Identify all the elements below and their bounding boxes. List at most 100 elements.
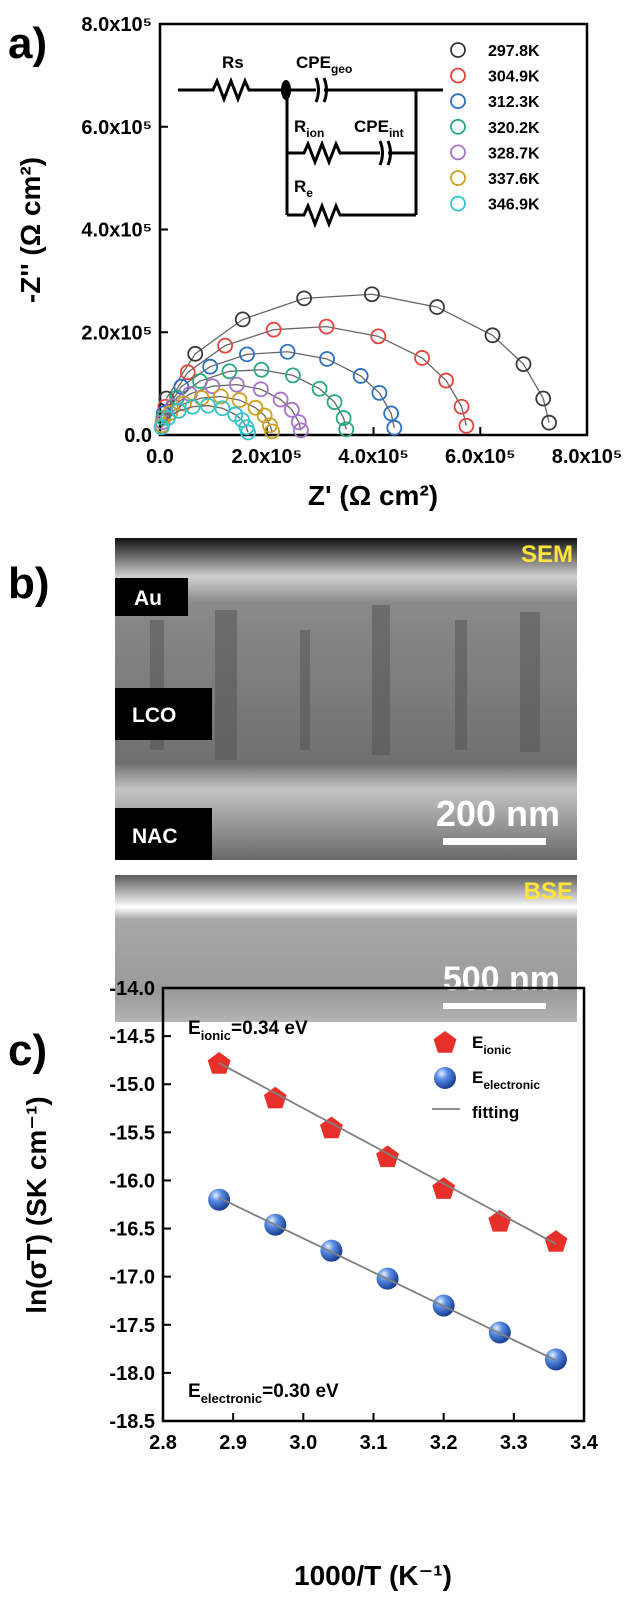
label-main: E bbox=[472, 1033, 483, 1052]
label-main: Rs bbox=[222, 53, 244, 72]
legend-marker bbox=[450, 93, 466, 110]
y-tick-label: -18.5 bbox=[109, 1411, 155, 1433]
data-point bbox=[252, 381, 269, 398]
data-point bbox=[320, 1239, 343, 1262]
legend-label: 337.6K bbox=[488, 171, 540, 188]
label-main: E bbox=[472, 1068, 483, 1087]
data-point bbox=[240, 424, 256, 441]
circuit-wire bbox=[178, 76, 443, 104]
x-tick-label: 0.0 bbox=[146, 446, 174, 468]
legend-label: 297.8K bbox=[488, 43, 540, 60]
data-point bbox=[247, 399, 264, 416]
legend-marker bbox=[433, 1031, 457, 1053]
x-tick-label: 3.1 bbox=[360, 1432, 388, 1454]
legend-label: 346.9K bbox=[488, 197, 540, 214]
data-point bbox=[335, 410, 352, 426]
label-rest: =0.30 eV bbox=[262, 1381, 339, 1402]
y-tick-label: -16.5 bbox=[109, 1219, 155, 1241]
legend-marker bbox=[450, 67, 466, 84]
x-tick-label: 6.0x10⁵ bbox=[445, 446, 516, 468]
circuit-label: Rion bbox=[294, 117, 324, 140]
label-main: CPE bbox=[354, 117, 389, 136]
data-point bbox=[221, 363, 238, 380]
legend-label: 312.3K bbox=[488, 94, 540, 111]
data-point bbox=[386, 419, 403, 436]
x-tick-label: 3.0 bbox=[289, 1432, 317, 1454]
data-point bbox=[265, 321, 282, 338]
circuit-label: CPEint bbox=[354, 117, 404, 140]
data-point bbox=[338, 421, 355, 438]
legend-marker bbox=[450, 144, 466, 161]
panel-label: a) bbox=[8, 19, 47, 68]
label-sub: electronic bbox=[201, 1391, 262, 1406]
x-tick-label: 8.0x10⁵ bbox=[552, 446, 623, 468]
data-point bbox=[458, 417, 475, 434]
x-tick-label: 2.8 bbox=[149, 1432, 177, 1454]
x-tick-label: 3.2 bbox=[430, 1432, 458, 1454]
data-point bbox=[160, 410, 176, 426]
data-point bbox=[187, 345, 204, 362]
label-main: CPE bbox=[296, 53, 331, 72]
x-axis-label: Z' (Ω cm²) bbox=[308, 480, 438, 511]
data-point bbox=[432, 1177, 456, 1199]
label: fitting bbox=[472, 1103, 519, 1122]
legend-label: 320.2K bbox=[488, 120, 540, 137]
y-tick-label: -15.5 bbox=[109, 1122, 155, 1144]
data-point bbox=[290, 414, 307, 431]
scale-bar bbox=[443, 838, 546, 845]
data-point bbox=[438, 372, 454, 389]
data-point bbox=[370, 328, 387, 345]
label: Eionic bbox=[472, 1033, 512, 1057]
data-point bbox=[170, 402, 187, 419]
circuit-wire bbox=[285, 90, 418, 229]
y-tick-label: 4.0x10⁵ bbox=[81, 220, 152, 242]
y-tick-label: -14.5 bbox=[109, 1026, 155, 1048]
label-main: E bbox=[188, 1018, 201, 1039]
label-box bbox=[115, 578, 188, 616]
data-point bbox=[285, 367, 301, 384]
label-main: R bbox=[294, 117, 306, 136]
circuit: Rs CPEgeo Rion CPEint Re bbox=[178, 53, 443, 229]
data-point bbox=[272, 391, 289, 408]
data-point bbox=[311, 380, 328, 397]
y-tick-label: -16.0 bbox=[109, 1170, 155, 1192]
label-rest: =0.34 eV bbox=[231, 1018, 308, 1039]
data-point bbox=[253, 361, 270, 378]
x-tick-label: 3.4 bbox=[570, 1432, 599, 1454]
data-point bbox=[296, 290, 313, 307]
data-point bbox=[484, 327, 501, 344]
data-point bbox=[214, 400, 231, 417]
data-point bbox=[414, 350, 430, 366]
layer-label: NAC bbox=[132, 825, 178, 848]
circuit-label: Rs bbox=[222, 53, 244, 72]
data-point bbox=[207, 1052, 231, 1074]
y-tick-label: -14.0 bbox=[109, 978, 155, 1000]
y-axis-label: -Z'' (Ω cm²) bbox=[15, 157, 46, 303]
data-point bbox=[319, 351, 335, 367]
data-point bbox=[239, 346, 255, 363]
data-point bbox=[429, 299, 445, 315]
data-point bbox=[352, 368, 369, 384]
x-tick-label: 2.9 bbox=[219, 1432, 247, 1454]
legend-marker bbox=[450, 42, 466, 58]
y-axis-label: ln(σT) (SK cm⁻¹) bbox=[21, 1096, 52, 1313]
label-sub: electronic bbox=[483, 1078, 540, 1092]
data-point bbox=[544, 1230, 568, 1252]
label: Eelectronic bbox=[472, 1068, 540, 1092]
scale-label: 500 nm bbox=[443, 960, 560, 998]
fit-curve bbox=[165, 293, 550, 423]
panel-label: c) bbox=[8, 1026, 47, 1075]
data-point bbox=[263, 1086, 287, 1109]
y-tick-label: 6.0x10⁵ bbox=[81, 117, 152, 139]
data-point bbox=[231, 392, 248, 408]
x-tick-label: 4.0x10⁵ bbox=[338, 446, 409, 468]
bse-image bbox=[115, 875, 577, 1022]
capacitor bbox=[378, 140, 392, 166]
label-box bbox=[115, 688, 212, 740]
data-point bbox=[279, 343, 296, 360]
data-point bbox=[264, 423, 280, 440]
y-tick-label: 2.0x10⁵ bbox=[81, 322, 152, 344]
data-point bbox=[204, 378, 221, 395]
data-point bbox=[234, 311, 251, 328]
